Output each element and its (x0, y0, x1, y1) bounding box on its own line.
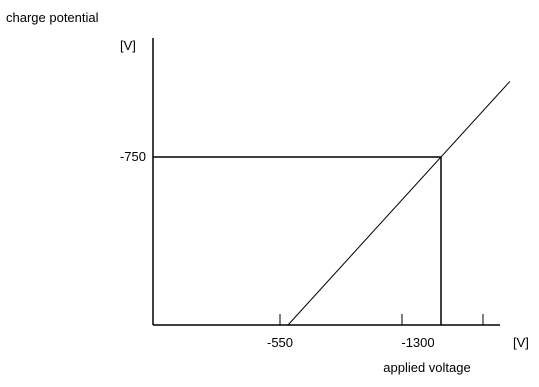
x-axis-title: applied voltage (383, 360, 470, 375)
x-axis-unit: [V] (513, 335, 529, 350)
tick-label-x-1: -1300 (401, 335, 434, 350)
tick-label-y-0: -750 (120, 149, 146, 164)
y-axis-title: charge potential (6, 10, 99, 25)
y-axis-unit: [V] (120, 38, 136, 53)
series-line-0 (287, 81, 511, 326)
reference-lines (153, 156, 442, 325)
series (287, 81, 511, 326)
ticks (279, 314, 484, 325)
tick-label-x-0: -550 (267, 335, 293, 350)
